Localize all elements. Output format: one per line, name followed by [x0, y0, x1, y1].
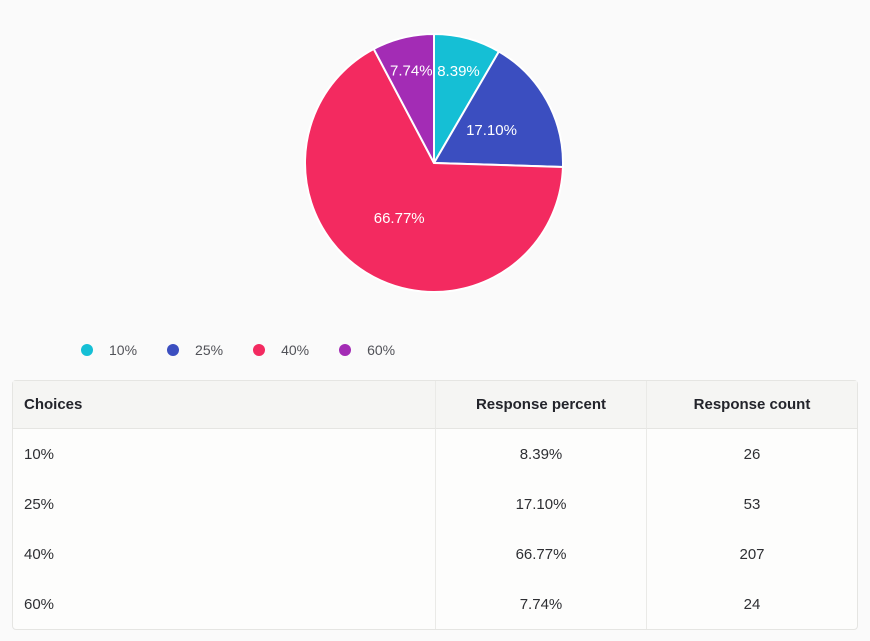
- legend-dot-icon: [339, 344, 352, 356]
- legend-dot-icon: [81, 344, 93, 356]
- legend-item-label: 10%: [109, 342, 138, 358]
- response-percent-cell: 7.74%: [435, 579, 646, 629]
- choice-cell: 60%: [24, 595, 55, 613]
- response-count-cell: 207: [646, 529, 857, 579]
- response-percent-cell: 17.10%: [435, 479, 646, 529]
- response-count-cell: 24: [646, 579, 857, 629]
- table-row: 25% 17.10% 53: [13, 479, 857, 529]
- column-header-response-count: Response count: [646, 381, 857, 429]
- pie-slice-40pct[interactable]: [304, 47, 564, 293]
- pie-chart: 8.39% 17.10% 66.77% 7.74%: [304, 33, 564, 293]
- legend-item-40pct[interactable]: 40%: [253, 342, 309, 358]
- legend-dot-icon: [167, 344, 180, 356]
- column-header-response-percent: Response percent: [435, 381, 646, 429]
- response-percent-cell: 66.77%: [435, 529, 646, 579]
- pie-slice-label: 17.10%: [466, 122, 517, 139]
- pie-slice-label: 7.74%: [390, 63, 433, 80]
- legend-item-10pct[interactable]: 10%: [81, 342, 137, 358]
- table-row: 10% 8.39% 26: [13, 429, 857, 479]
- pie-slice-25pct[interactable]: [433, 50, 564, 168]
- legend-item-label: 40%: [281, 342, 310, 358]
- table-header-row: Choices Response percent Response count: [13, 381, 857, 429]
- legend-dot-icon: [253, 344, 266, 356]
- table-row: 40% 66.77% 207: [13, 529, 857, 579]
- response-percent-cell: 8.39%: [435, 429, 646, 479]
- pie-slice-label: 66.77%: [374, 210, 425, 227]
- choice-cell: 25%: [24, 495, 55, 513]
- choice-cell: 40%: [24, 545, 55, 563]
- response-count-cell: 26: [646, 429, 857, 479]
- chart-legend: 10% 25% 40% 60%: [81, 342, 395, 358]
- results-table-container: Choices Response percent Response count …: [12, 380, 858, 630]
- column-header-choices: Choices: [13, 381, 435, 429]
- legend-item-60pct[interactable]: 60%: [339, 342, 395, 358]
- legend-item-25pct[interactable]: 25%: [167, 342, 223, 358]
- legend-item-label: 60%: [367, 342, 396, 358]
- table-row: 60% 7.74% 24: [13, 579, 857, 629]
- pie-slice-label: 8.39%: [437, 63, 480, 80]
- pie-slice-60pct[interactable]: [372, 33, 435, 164]
- choice-cell: 10%: [24, 445, 55, 463]
- legend-item-label: 25%: [195, 342, 224, 358]
- response-count-cell: 53: [646, 479, 857, 529]
- results-table: Choices Response percent Response count …: [12, 380, 858, 630]
